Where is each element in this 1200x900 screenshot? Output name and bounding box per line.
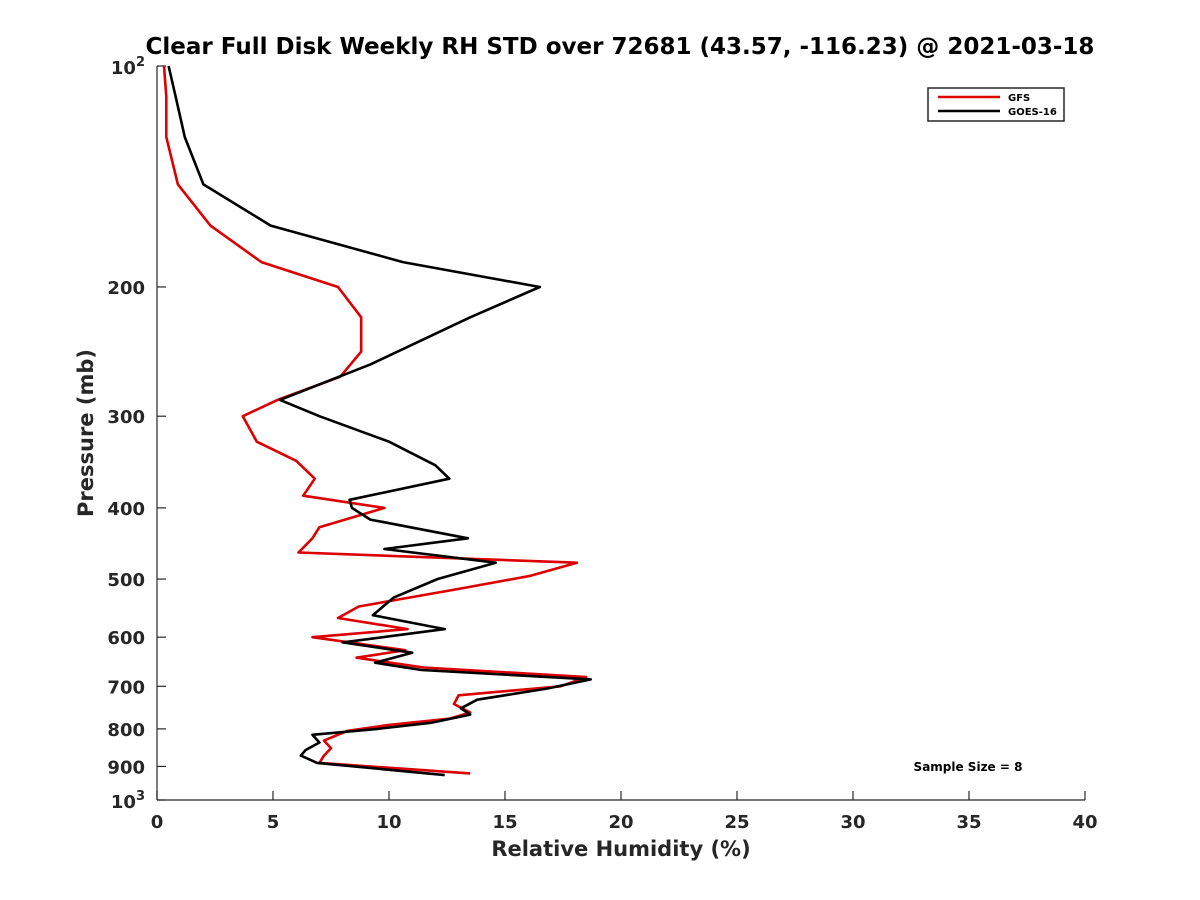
series-line-goes-16	[167, 65, 593, 777]
y-tick-label: 700	[107, 677, 145, 698]
x-axis-label: Relative Humidity (%)	[491, 837, 750, 861]
x-tick-label: 15	[492, 812, 517, 833]
plot-area: 0 5 10 15 20 25 30 35 40 200 300 400 500 600 700 800 900…	[107, 55, 1097, 833]
y-tick-label: 300	[107, 407, 145, 428]
chart-title: Clear Full Disk Weekly RH STD over 72681…	[146, 34, 1095, 60]
legend-box	[927, 87, 1065, 122]
y-tick-label: 600	[107, 628, 145, 649]
y-tick-label: 500	[107, 570, 145, 591]
legend-label-goes-16: GOES-16	[1008, 107, 1057, 118]
y-tick-label: 900	[107, 757, 145, 778]
x-tick-label: 40	[1072, 812, 1097, 833]
x-tick-label: 0	[151, 812, 164, 833]
x-tick-label: 25	[724, 812, 749, 833]
y-tick-label-exponent: 103	[111, 789, 145, 813]
y-axis-label: Pressure (mb)	[74, 349, 98, 517]
x-tick-label: 20	[608, 812, 633, 833]
x-tick-label: 10	[376, 812, 401, 833]
legend-label-gfs: GFS	[1008, 93, 1030, 104]
y-tick-label-exponent: 102	[111, 55, 145, 79]
y-tick-label: 800	[107, 720, 145, 741]
sample-size-annotation: Sample Size = 8	[914, 760, 1023, 774]
x-tick-label: 5	[267, 812, 280, 833]
legend: GFS GOES-16	[927, 87, 1065, 122]
x-tick-label: 35	[956, 812, 981, 833]
x-tick-label: 30	[840, 812, 865, 833]
y-tick-label: 200	[107, 278, 145, 299]
y-tick-label: 400	[107, 499, 145, 520]
